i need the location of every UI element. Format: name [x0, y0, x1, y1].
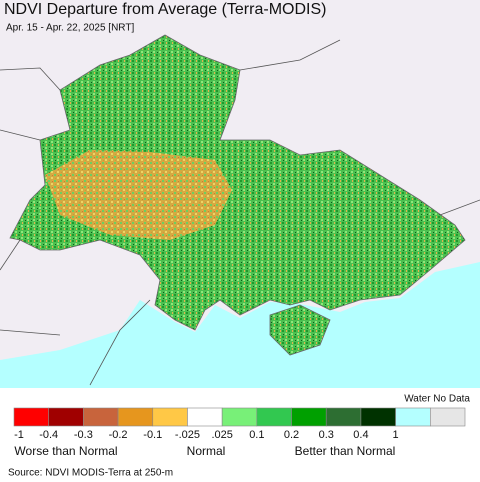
dry-region — [45, 150, 232, 240]
legend-tick-label: -0.1 — [143, 429, 162, 441]
legend-caption: Worse than Normal — [14, 444, 117, 458]
legend-swatch — [430, 407, 466, 427]
title: NDVI Departure from Average (Terra-MODIS… — [4, 1, 326, 18]
legend-swatch — [360, 407, 396, 427]
legend-tick-label: -0.3 — [74, 429, 93, 441]
legend: -1 -0.4 -0.3 -0.2 -0.1 -.025 .025 0.1 0.2 0.3 0.4 1… — [13, 407, 466, 458]
borders — [0, 39, 480, 386]
legend-tick-label: 0.2 — [284, 429, 299, 441]
legend-swatch — [256, 407, 292, 427]
sea — [0, 262, 480, 388]
legend-tick-label: 0.3 — [319, 429, 334, 441]
legend-swatch — [291, 407, 327, 427]
legend-tick-label: -0.4 — [39, 429, 58, 441]
legend-swatch — [152, 407, 188, 427]
legend-tick-label: .025 — [211, 429, 232, 441]
legend-tick-label: 0.4 — [353, 429, 368, 441]
legend-swatch — [187, 407, 223, 427]
source: Source: NDVI MODIS-Terra at 250-m — [8, 468, 173, 479]
legend-swatch — [13, 407, 49, 427]
legend-tick-label: -0.2 — [109, 429, 128, 441]
legend-swatch — [48, 407, 84, 427]
legend-swatch — [395, 407, 431, 427]
legend-tick-label: 1 — [393, 429, 399, 441]
legend-swatch — [325, 407, 362, 427]
legend-caption: Better than Normal — [295, 444, 396, 458]
legend-swatch — [83, 407, 119, 427]
subtitle: Apr. 15 - Apr. 22, 2025 [NRT] — [6, 23, 134, 34]
legend-caption: Normal — [187, 444, 226, 458]
peninsula — [269, 304, 331, 356]
country-region — [9, 34, 466, 331]
legend-swatch — [221, 407, 258, 427]
legend-swatch — [117, 407, 154, 427]
legend-tick-label: -1 — [14, 429, 24, 441]
legend-tick-label: 0.1 — [249, 429, 264, 441]
legend-extra-label: Water No Data — [404, 394, 470, 405]
legend-tick-label: -.025 — [175, 429, 200, 441]
